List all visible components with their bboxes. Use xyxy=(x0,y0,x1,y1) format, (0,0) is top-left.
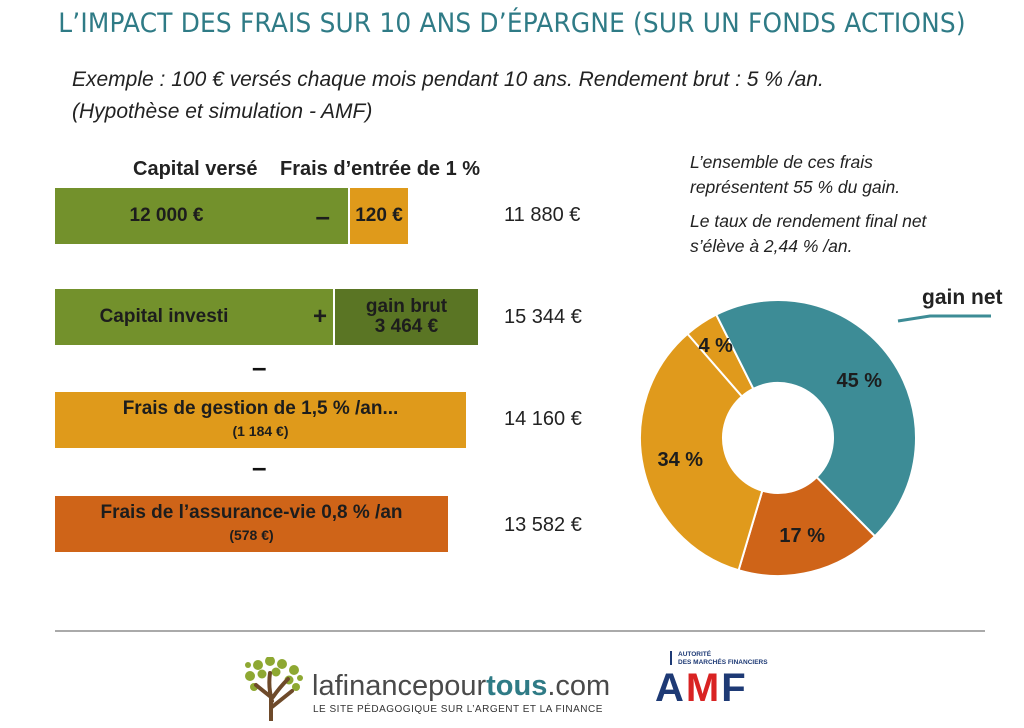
amf-letter-f: F xyxy=(721,666,748,710)
brand-part-2: tous xyxy=(486,670,548,702)
donut-slice-1 xyxy=(714,299,917,538)
total-row-4: 13 582 € xyxy=(504,514,582,536)
frais-entree-value: 120 € xyxy=(355,205,403,226)
bar-gain-brut: gain brut 3 464 € xyxy=(335,289,478,345)
page-title: L’IMPACT DES FRAIS SUR 10 ANS D’ÉPARGNE … xyxy=(58,8,966,39)
lafinancepourtous-logo-text[interactable]: lafinancepourtous.com xyxy=(312,670,610,703)
capital-investi-label: Capital investi xyxy=(99,306,229,327)
donut-chart: 4 % 45 % 17 % 34 % gain net xyxy=(639,286,1003,577)
total-row-2: 15 344 € xyxy=(504,306,582,328)
note-line-3: Le taux de rendement final net xyxy=(690,211,927,231)
amf-small-text: AUTORITÉ DES MARCHÉS FINANCIERS xyxy=(678,651,768,667)
amf-logo[interactable]: AMF xyxy=(655,666,748,711)
donut-label-0: 4 % xyxy=(698,335,733,357)
donut-label-3: 34 % xyxy=(657,449,703,471)
header-frais-entree: Frais d’entrée de 1 % xyxy=(280,158,481,180)
gain-brut-label: gain brut xyxy=(365,296,448,317)
total-row-1: 11 880 € xyxy=(504,204,581,226)
subtitle-line-2: (Hypothèse et simulation - AMF) xyxy=(72,100,373,123)
bar-capital-verse: 12 000 € – xyxy=(55,188,348,244)
minus-separator-1: – xyxy=(252,352,267,382)
header-capital-verse: Capital versé xyxy=(133,158,258,180)
frais-assurance-detail: (578 €) xyxy=(229,527,274,543)
amf-small-line-2: DES MARCHÉS FINANCIERS xyxy=(678,659,768,666)
amf-letter-m: M xyxy=(685,666,722,710)
footer-divider xyxy=(55,630,985,632)
subtitle-line-1: Exemple : 100 € versés chaque mois penda… xyxy=(72,68,824,91)
minus-operator: – xyxy=(315,200,330,231)
brand-part-3: .com xyxy=(547,670,611,702)
note-line-1: L’ensemble de ces frais xyxy=(690,152,873,172)
donut-label-2: 17 % xyxy=(779,525,825,547)
plus-operator: + xyxy=(312,303,327,330)
gain-brut-value: 3 464 € xyxy=(374,316,439,337)
donut-slice-3 xyxy=(639,332,764,572)
amf-mark xyxy=(670,651,672,665)
donut-slice-2 xyxy=(737,475,877,577)
bar-capital-investi: Capital investi + xyxy=(55,289,333,345)
donut-label-1: 45 % xyxy=(837,370,883,392)
tree-icon xyxy=(245,657,303,721)
brand-part-1: lafinancepour xyxy=(312,670,487,702)
amf-small-line-1: AUTORITÉ xyxy=(678,651,712,658)
note-line-2: représentent 55 % du gain. xyxy=(690,177,901,197)
capital-verse-value: 12 000 € xyxy=(129,205,204,226)
gain-net-annotation: gain net xyxy=(922,286,1003,309)
lafinancepourtous-tagline: LE SITE PÉDAGOGIQUE SUR L’ARGENT ET LA F… xyxy=(313,704,603,715)
frais-gestion-detail: (1 184 €) xyxy=(232,423,289,439)
minus-separator-2: – xyxy=(252,452,267,482)
note-line-4: s’élève à 2,44 % /an. xyxy=(690,236,853,256)
frais-gestion-label: Frais de gestion de 1,5 % /an... xyxy=(122,398,399,419)
bar-frais-assurance-vie: Frais de l’assurance-vie 0,8 % /an (578 … xyxy=(55,496,448,552)
bar-frais-gestion: Frais de gestion de 1,5 % /an... (1 184 … xyxy=(55,392,466,448)
bar-frais-entree: 120 € xyxy=(350,188,408,244)
gain-net-leader-line xyxy=(897,314,991,323)
frais-assurance-label: Frais de l’assurance-vie 0,8 % /an xyxy=(100,502,403,523)
total-row-3: 14 160 € xyxy=(504,408,582,430)
amf-letter-a: A xyxy=(655,666,686,710)
